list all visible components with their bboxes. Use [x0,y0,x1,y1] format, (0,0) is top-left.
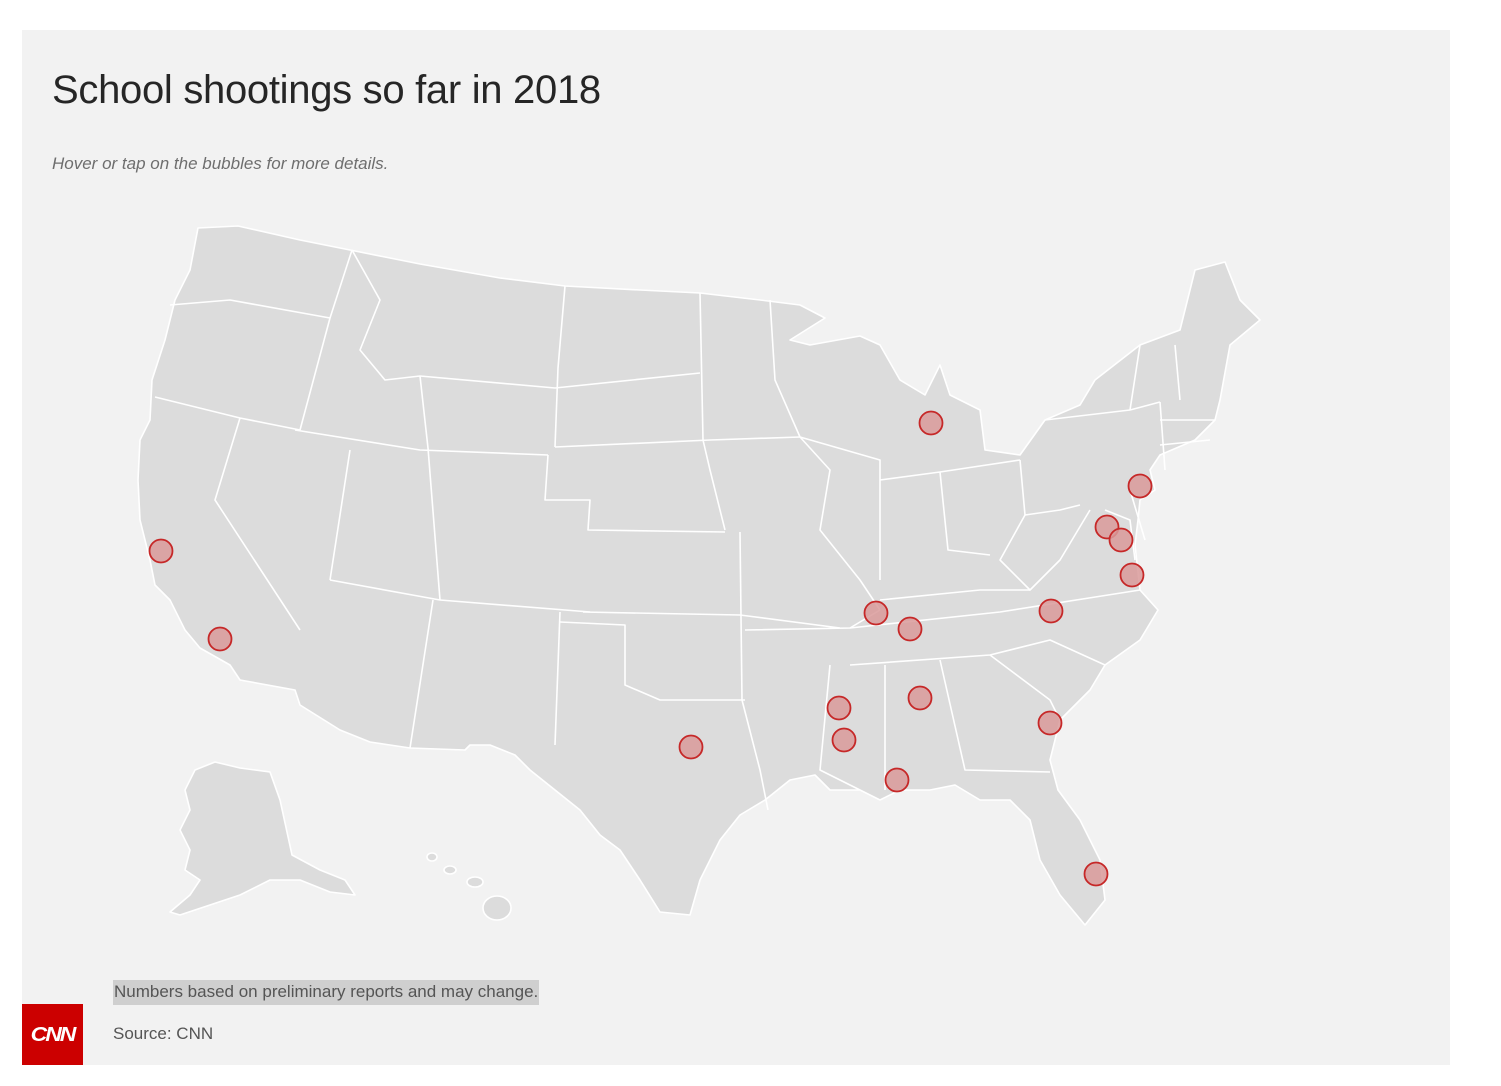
incident-bubble[interactable] [863,600,889,626]
cnn-logo: CNN [22,1004,83,1065]
incident-bubble[interactable] [207,626,233,652]
incident-bubble[interactable] [831,727,857,753]
incident-bubble[interactable] [1108,527,1134,553]
chart-title: School shootings so far in 2018 [52,68,601,112]
cnn-logo-text: CNN [30,1022,77,1046]
map-land [137,225,1261,926]
incident-bubble[interactable] [1037,710,1063,736]
hawaii-oahu [443,865,457,875]
lower-48-shape [137,225,1261,926]
incident-bubble[interactable] [884,767,910,793]
incident-bubbles [148,410,1153,887]
incident-bubble[interactable] [1083,861,1109,887]
incident-bubble[interactable] [148,538,174,564]
hawaii-maui [466,876,484,888]
hawaii-big-island [482,895,512,921]
alaska-shape [169,761,356,916]
incident-bubble[interactable] [918,410,944,436]
incident-bubble[interactable] [826,695,852,721]
incident-bubble[interactable] [897,616,923,642]
chart-subtitle: Hover or tap on the bubbles for more det… [52,154,389,173]
incident-bubble[interactable] [1127,473,1153,499]
incident-bubble[interactable] [678,734,704,760]
incident-bubble[interactable] [1038,598,1064,624]
incident-bubble[interactable] [907,685,933,711]
hawaii-kauai [426,852,438,862]
footnote: Numbers based on preliminary reports and… [113,980,540,1005]
state-borders [154,249,1215,811]
incident-bubble[interactable] [1119,562,1145,588]
source-text: Source: CNN [113,1024,214,1043]
